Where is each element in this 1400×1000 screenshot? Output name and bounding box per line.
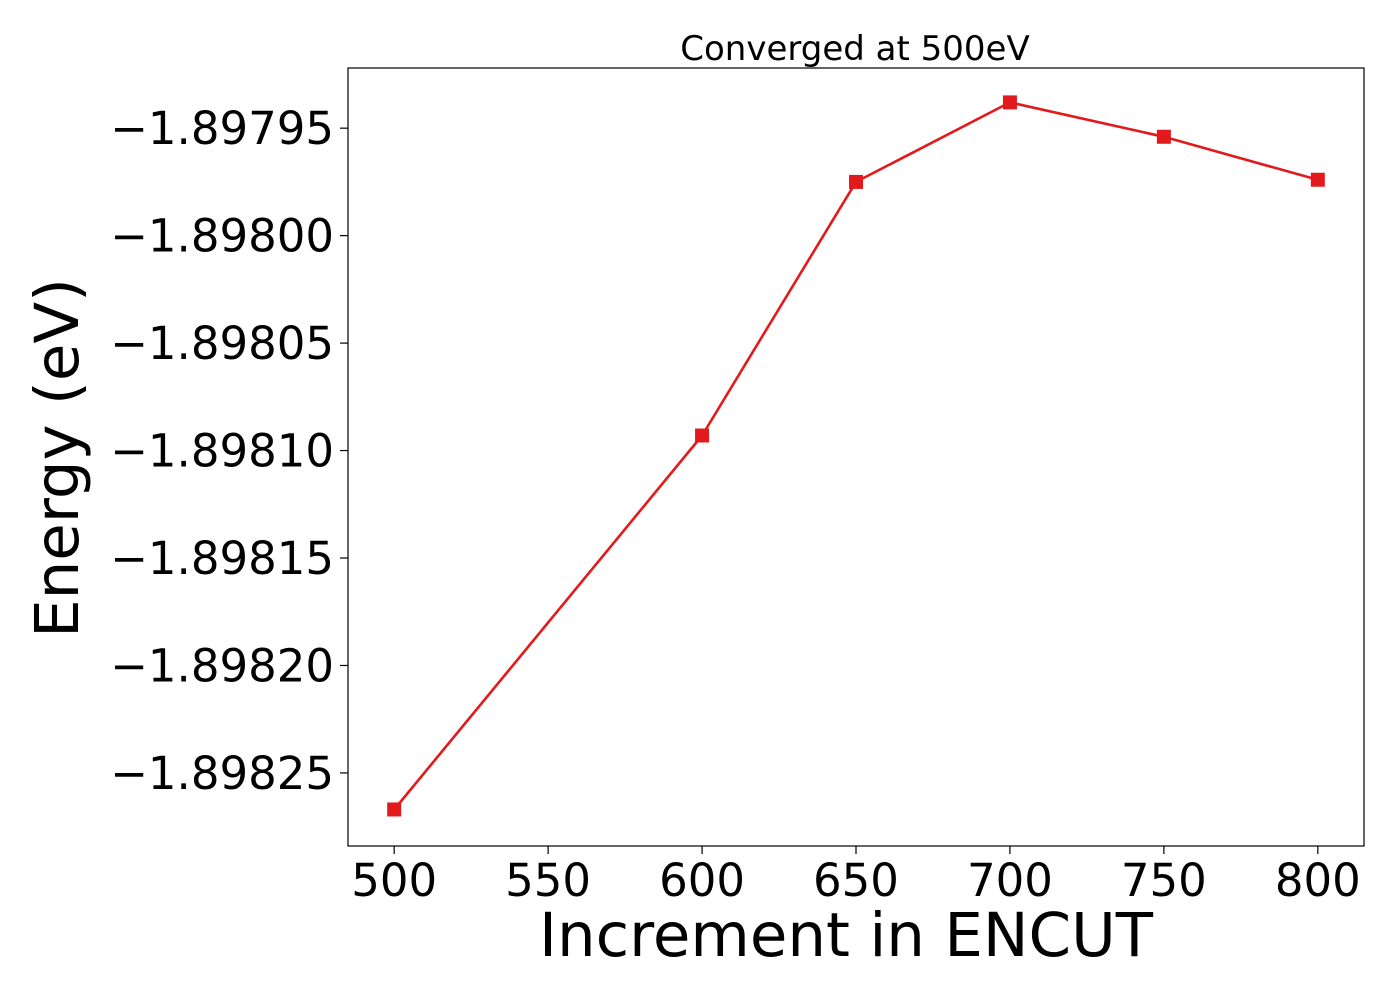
y-tick-label: −1.89820 — [110, 639, 334, 692]
y-tick-label: −1.89805 — [110, 317, 334, 370]
data-point-marker — [1002, 95, 1017, 110]
x-tick-label: 700 — [967, 854, 1053, 907]
data-point-marker — [1156, 129, 1171, 144]
x-axis: 500 550 600 650 700 750 800 — [351, 846, 1361, 907]
chart-title: Converged at 500eV — [680, 29, 1029, 69]
x-tick-label: 550 — [505, 854, 591, 907]
x-tick-label: 800 — [1275, 854, 1361, 907]
data-point-marker — [695, 428, 710, 443]
x-tick-label: 500 — [351, 854, 437, 907]
y-axis-label: Energy (eV) — [22, 278, 93, 638]
data-point-marker — [387, 802, 402, 817]
x-axis-label: Increment in ENCUT — [539, 900, 1154, 971]
y-tick-label: −1.89815 — [110, 532, 334, 585]
data-point-marker — [1310, 172, 1325, 187]
data-point-marker — [849, 174, 863, 189]
y-tick-label: −1.89825 — [110, 747, 334, 800]
y-tick-label: −1.89800 — [110, 210, 334, 263]
series-line — [393, 101, 1319, 811]
x-tick-label: 750 — [1121, 854, 1207, 907]
series-layer — [387, 95, 1325, 817]
y-tick-label: −1.89795 — [110, 102, 334, 155]
x-tick-label: 650 — [813, 854, 899, 907]
y-axis: −1.89825 −1.89820 −1.89815 −1.89810 −1.89805… — [110, 102, 348, 800]
x-tick-label: 600 — [659, 854, 745, 907]
y-tick-label: −1.89810 — [110, 425, 334, 478]
